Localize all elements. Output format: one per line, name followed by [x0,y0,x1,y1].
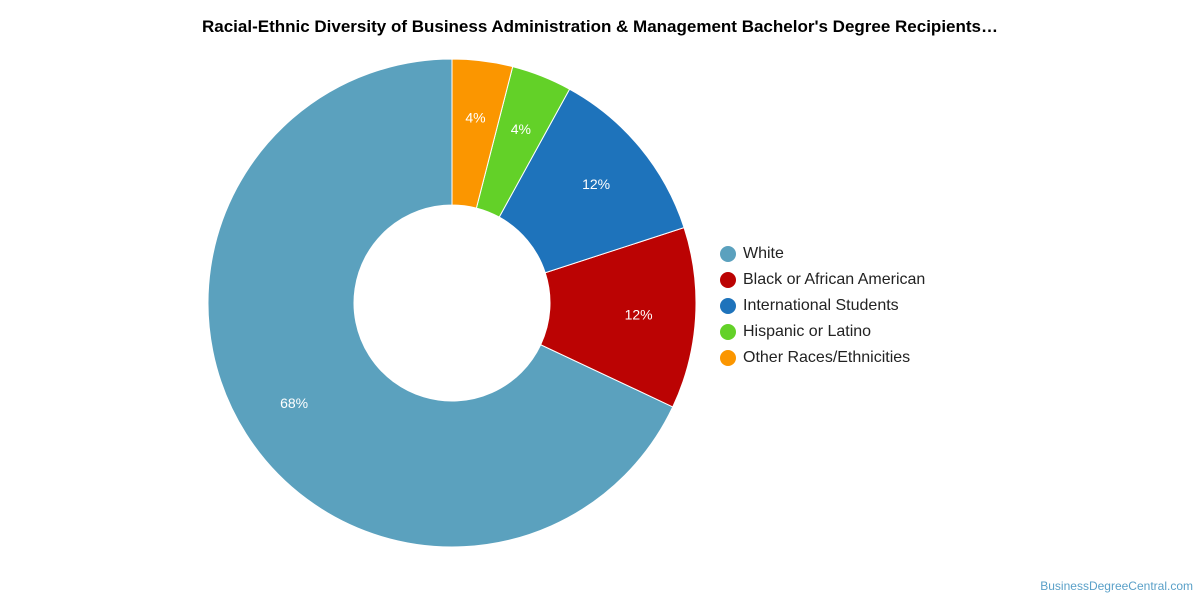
legend-item-white[interactable]: White [720,241,925,267]
legend-item-other-races-ethnicities[interactable]: Other Races/Ethnicities [720,345,925,371]
legend-swatch-black-or-african-american [720,272,736,288]
legend-swatch-international-students [720,298,736,314]
legend: White Black or African American Internat… [720,241,925,371]
slice-white[interactable] [207,58,674,548]
legend-label-black-or-african-american: Black or African American [743,271,926,288]
legend-label-white: White [743,245,784,262]
legend-label-international-students: International Students [743,297,899,314]
chart-title: Racial-Ethnic Diversity of Business Admi… [201,17,998,36]
legend-swatch-other-races-ethnicities [720,350,736,366]
legend-swatch-white [720,246,736,262]
slice-hispanic-or-latino[interactable] [475,66,571,218]
legend-swatch-hispanic-or-latino [720,324,736,340]
legend-item-international-students[interactable]: International Students [720,293,925,319]
slice-label-black-or-african-american: 12% [625,307,653,323]
slice-label-other-races-ethnicities: 4% [465,109,485,125]
legend-item-black-or-african-american[interactable]: Black or African American [720,267,925,293]
slice-label-hispanic-or-latino: 4% [511,121,531,137]
legend-label-other-races-ethnicities: Other Races/Ethnicities [743,349,911,366]
slice-black-or-african-american[interactable] [540,226,697,408]
legend-label-hispanic-or-latino: Hispanic or Latino [743,323,872,340]
source-credit[interactable]: BusinessDegreeCentral.com [1040,579,1193,593]
legend-item-hispanic-or-latino[interactable]: Hispanic or Latino [720,319,925,345]
slice-international-students[interactable] [498,88,685,274]
slice-label-international-students: 12% [582,176,610,192]
slice-label-white: 68% [280,395,308,411]
slice-other-races-ethnicities[interactable] [451,58,514,209]
